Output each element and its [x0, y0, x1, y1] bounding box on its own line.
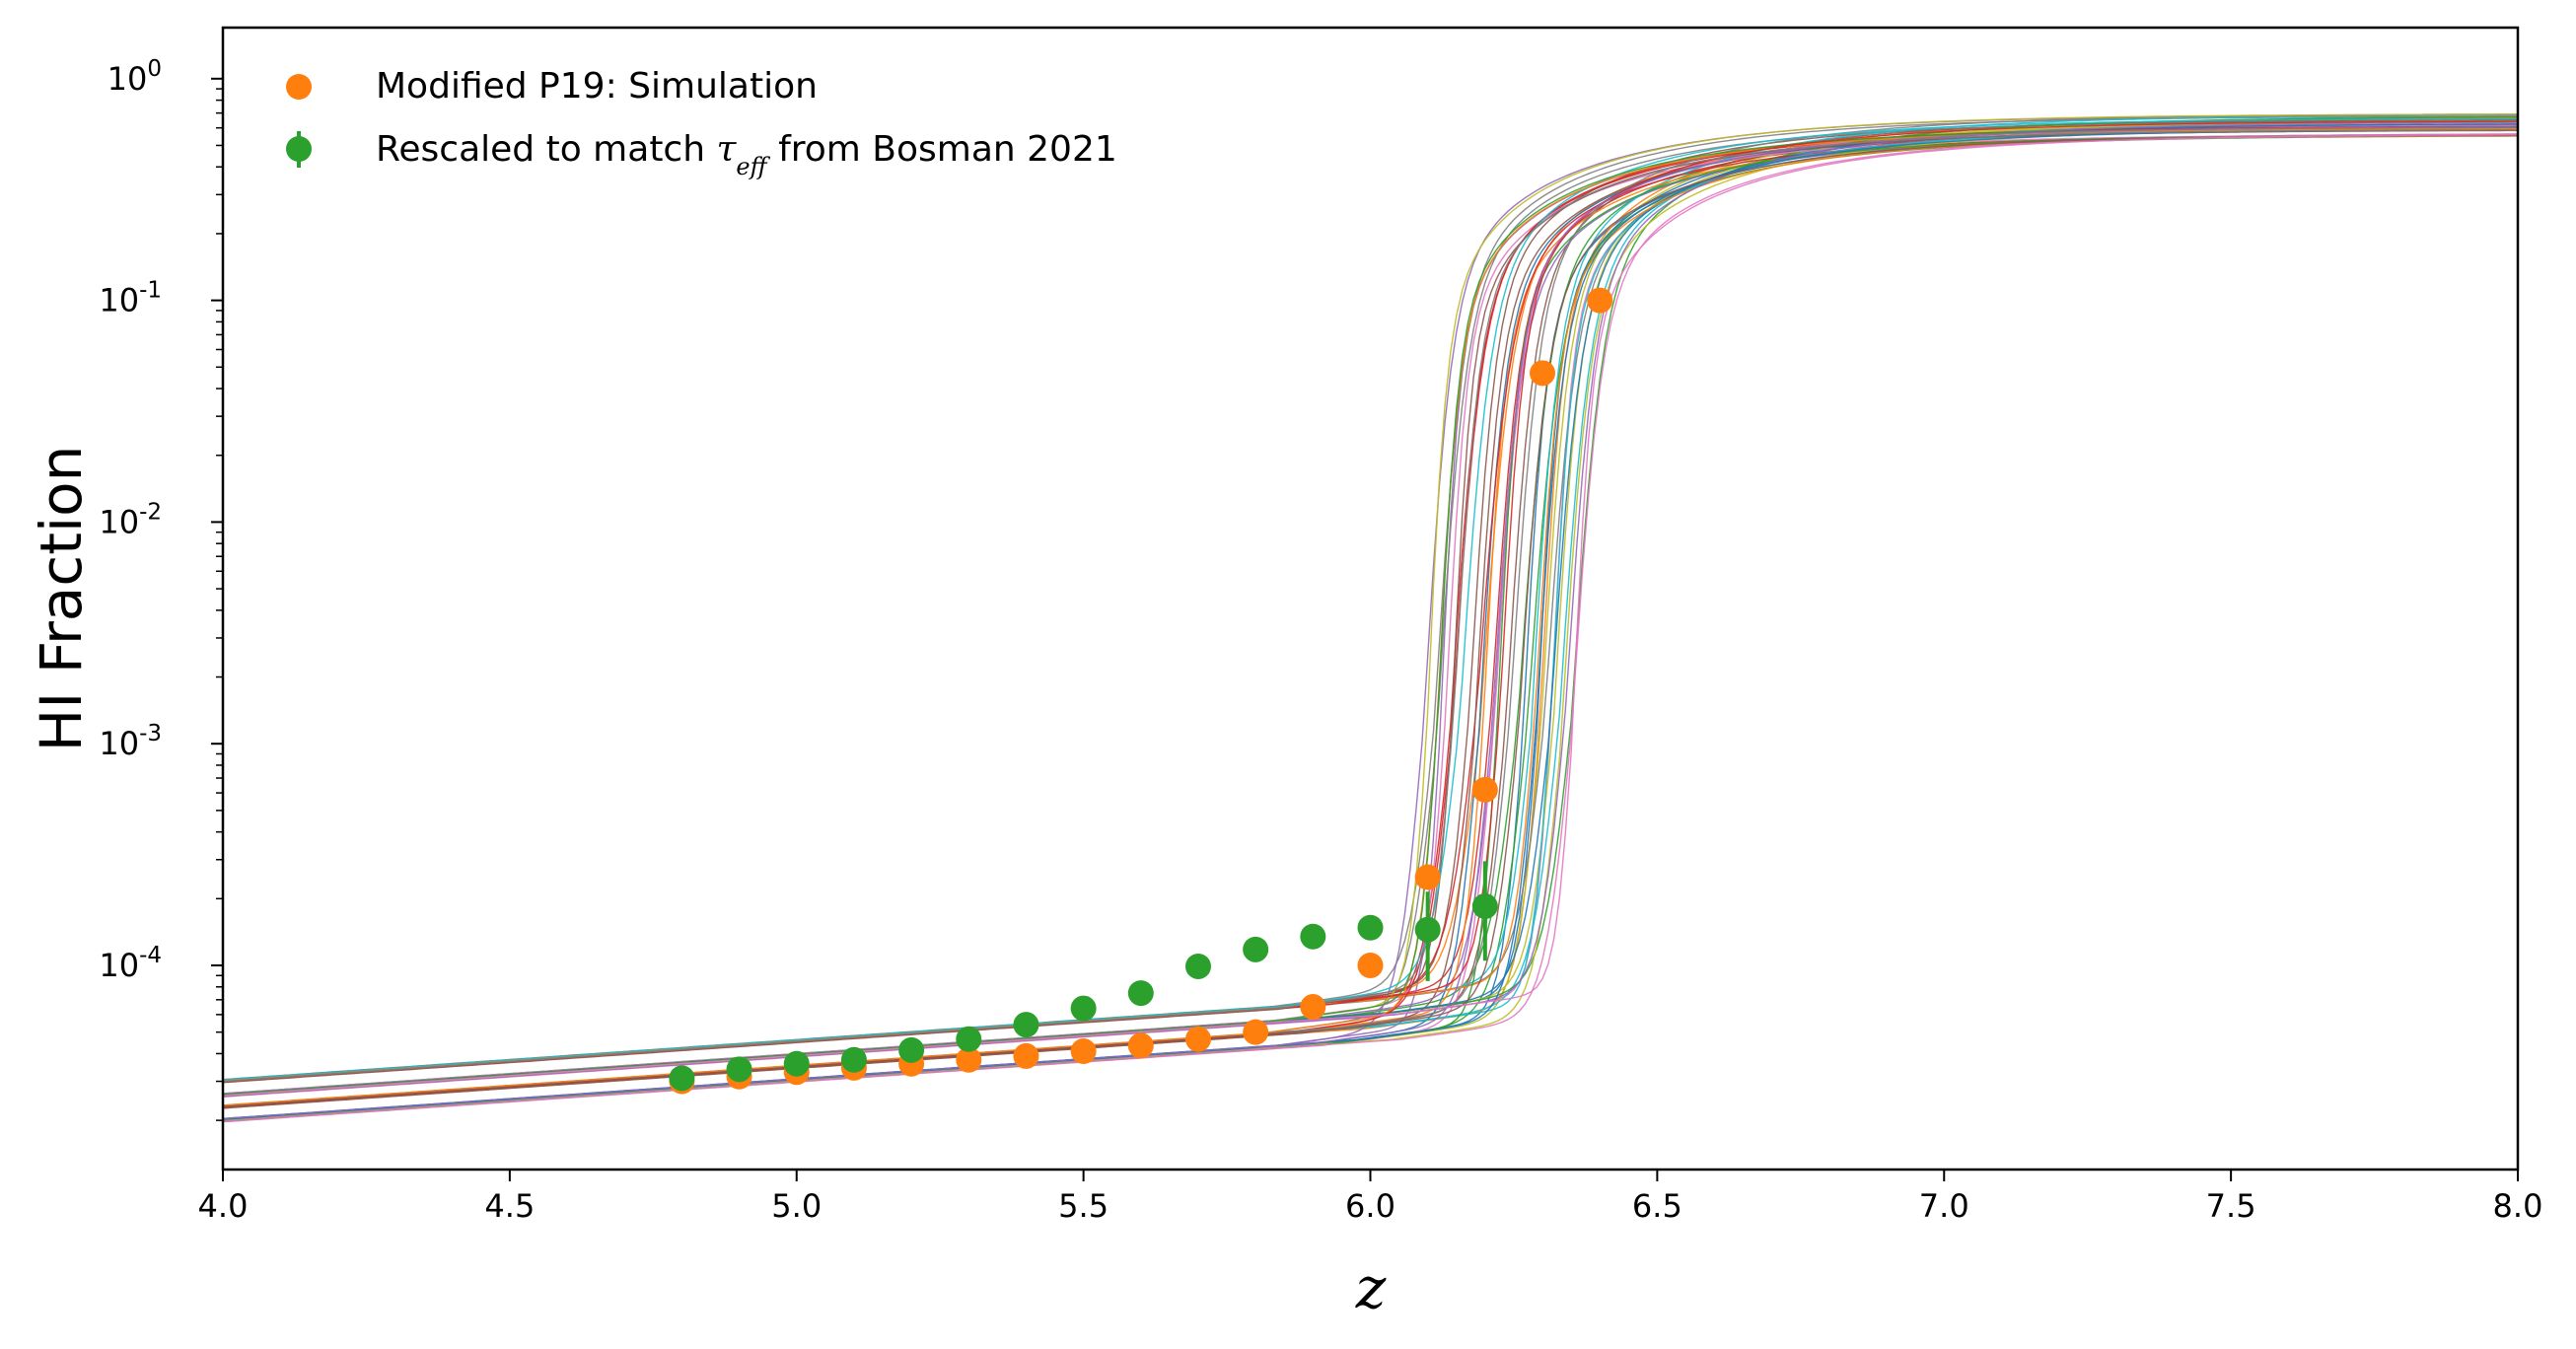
rescaled-point: [956, 1026, 982, 1052]
legend: Modified P19: Simulation Rescaled to mat…: [286, 66, 1117, 180]
x-tick-label: 7.5: [2206, 1187, 2256, 1225]
model-curve: [222, 129, 2518, 1083]
simulation-point: [1070, 1038, 1097, 1065]
x-tick-label: 7.0: [1919, 1187, 1969, 1225]
model-curve: [222, 121, 2519, 1098]
y-tick-label: 100: [107, 56, 162, 98]
model-curve: [222, 125, 2519, 1098]
model-curve: [222, 123, 2518, 1098]
y-tick-label: 10-1: [99, 278, 162, 320]
simulation-point: [1587, 287, 1613, 314]
x-tick-label: 5.0: [771, 1187, 822, 1225]
rescaled-point: [1127, 980, 1154, 1007]
rescaled-point: [1471, 892, 1498, 919]
x-tick-label: 6.0: [1345, 1187, 1395, 1225]
rescaled-point: [1070, 995, 1097, 1022]
y-axis-label: HI Fraction: [28, 446, 95, 752]
simulation-point: [1300, 994, 1326, 1021]
x-tick-label: 4.0: [198, 1187, 249, 1225]
x-axis-label: z: [1355, 1254, 1387, 1321]
model-curve: [222, 133, 2518, 1095]
model-curve: [222, 126, 2518, 1120]
legend-marker-green: [286, 136, 312, 162]
legend-label-suffix: from Bosman 2021: [767, 129, 1117, 170]
model-curve: [222, 120, 2519, 1096]
y-tick-label: 10-2: [99, 499, 162, 540]
y-axis: 10-4 10-3 10-2 10-1 100: [99, 56, 223, 1121]
x-tick-label: 5.5: [1058, 1187, 1109, 1225]
simulation-point: [956, 1046, 982, 1073]
rescaled-point: [726, 1056, 752, 1083]
model-curves: [222, 113, 2519, 1123]
legend-marker-orange: [286, 74, 312, 100]
simulation-point: [1127, 1032, 1154, 1059]
data-points: [669, 287, 1613, 1095]
rescaled-point: [1300, 923, 1326, 950]
model-curve: [222, 116, 2518, 1095]
rescaled-point: [783, 1050, 810, 1077]
legend-label-simulation: Modified P19: Simulation: [376, 66, 818, 106]
rescaled-point: [1184, 953, 1211, 979]
legend-label-prefix: Rescaled to match: [376, 129, 716, 170]
x-tick-label: 4.5: [484, 1187, 535, 1225]
model-curve: [222, 117, 2518, 1081]
simulation-point: [1530, 360, 1556, 387]
model-curve: [222, 133, 2518, 1097]
legend-label-rescaled: Rescaled to match τeff from Bosman 2021: [376, 129, 1117, 180]
y-tick-label: 10-4: [99, 943, 162, 984]
simulation-point: [1357, 953, 1384, 979]
rescaled-point: [1013, 1012, 1039, 1038]
model-curve: [222, 127, 2518, 1106]
x-tick-label: 8.0: [2493, 1187, 2543, 1225]
model-curve: [222, 126, 2518, 1096]
simulation-point: [1471, 776, 1498, 803]
rescaled-point: [1414, 916, 1441, 943]
simulation-point: [1184, 1026, 1211, 1052]
simulation-point: [1414, 864, 1441, 890]
rescaled-point: [669, 1065, 695, 1092]
y-tick-label: 10-3: [99, 721, 162, 762]
rescaled-point: [1357, 914, 1384, 941]
model-curve: [222, 123, 2518, 1095]
simulation-point: [1243, 1019, 1269, 1045]
rescaled-point: [840, 1046, 867, 1073]
model-curve: [222, 135, 2518, 1095]
model-curve: [222, 113, 2518, 1097]
x-axis: 4.0 4.5 5.0 5.5 6.0 6.5 7.0 7.5 8.0: [198, 1170, 2543, 1225]
model-curve: [222, 123, 2518, 1096]
rescaled-point: [898, 1036, 925, 1063]
tau-subscript: eff: [736, 153, 770, 180]
tau-symbol: τ: [716, 129, 737, 170]
rescaled-point: [1243, 936, 1269, 962]
x-tick-label: 6.5: [1632, 1187, 1682, 1225]
simulation-point: [1013, 1042, 1039, 1069]
model-curve: [222, 134, 2518, 1108]
